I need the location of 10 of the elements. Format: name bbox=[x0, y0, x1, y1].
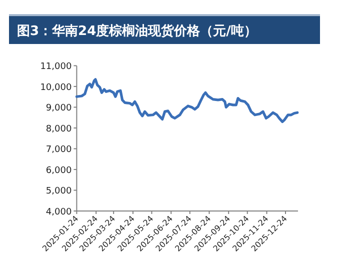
y-tick-label: 7,000 bbox=[46, 145, 72, 156]
chart-title: 图3：华南24度棕榈油现货价格（元/吨） bbox=[17, 23, 257, 39]
y-tick-label: 10,000 bbox=[40, 82, 72, 93]
y-tick-label: 11,000 bbox=[40, 62, 72, 72]
y-tick-label: 8,000 bbox=[46, 124, 72, 134]
y-tick-label: 4,000 bbox=[46, 208, 72, 218]
y-tick-label: 9,000 bbox=[46, 104, 72, 114]
y-tick-label: 6,000 bbox=[46, 166, 72, 176]
y-tick-label: 5,000 bbox=[46, 186, 72, 197]
line-series bbox=[75, 78, 299, 124]
